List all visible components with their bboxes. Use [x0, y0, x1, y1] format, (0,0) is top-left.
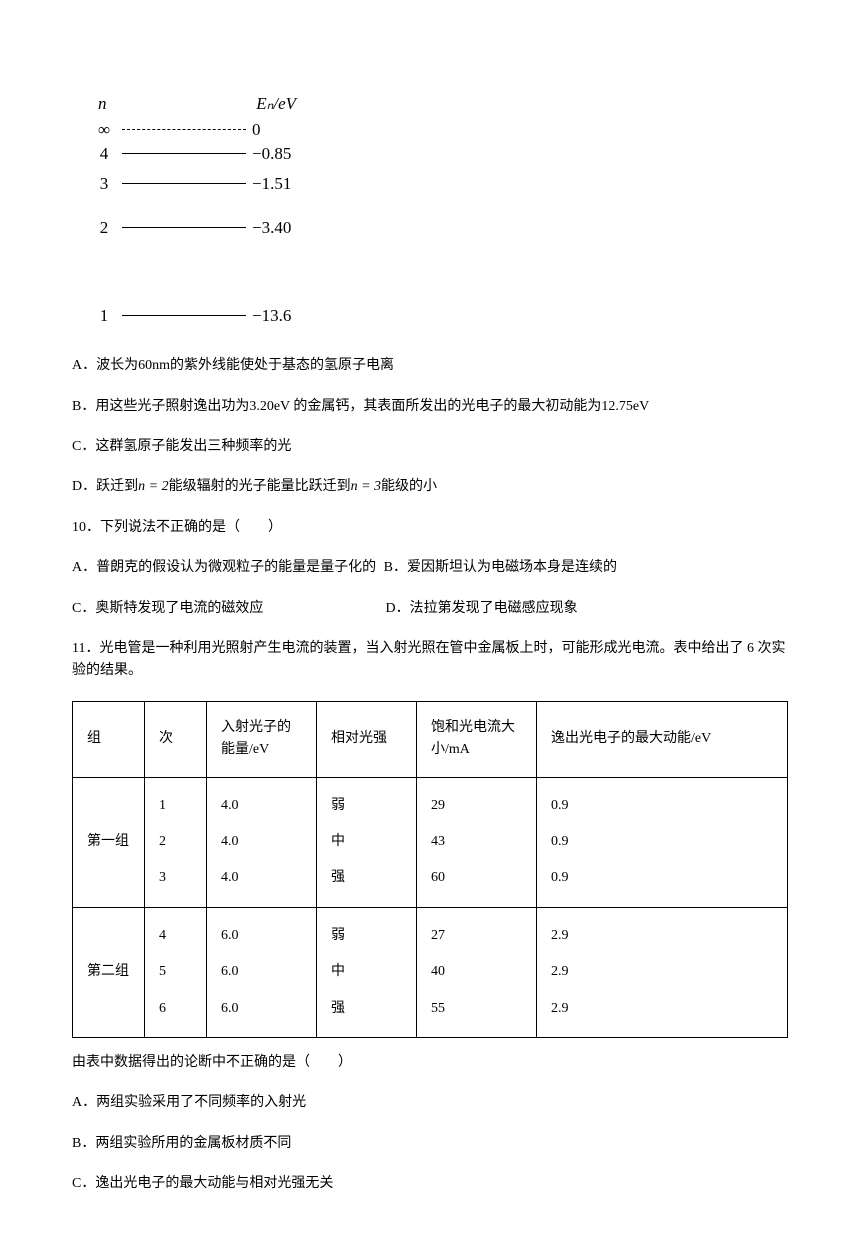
q10-option-c: C．奥斯特发现了电流的磁效应 — [72, 598, 382, 620]
table-header-row: 组 次 入射光子的能量/eV 相对光强 饱和光电流大小/mA 逸出光电子的最大动… — [73, 701, 788, 777]
td-group1: 第一组 — [73, 777, 145, 907]
q10-stem: 10．下列说法不正确的是（ ） — [72, 517, 788, 539]
table-row: 第二组 456 6.06.06.0 弱中强 274055 2.92.92.9 — [73, 907, 788, 1037]
td-kinetic: 0.90.90.9 — [537, 777, 788, 907]
level-row: 4 −0.85 — [92, 143, 302, 163]
level-row: 1 −13.6 — [92, 305, 302, 325]
level-line — [122, 153, 246, 154]
td-current: 294360 — [417, 777, 537, 907]
th-intensity: 相对光强 — [317, 701, 417, 777]
q11-stem: 11．光电管是一种利用光照射产生电流的装置，当入射光照在管中金属板上时，可能形成… — [72, 638, 788, 683]
level-line — [122, 129, 246, 130]
diagram-e-label: Eₙ/eV — [256, 90, 302, 117]
level-e: −3.40 — [252, 214, 302, 241]
th-current: 饱和光电流大小/mA — [417, 701, 537, 777]
td-intensity: 弱中强 — [317, 777, 417, 907]
td-intensity: 弱中强 — [317, 907, 417, 1037]
td-energy: 4.04.04.0 — [207, 777, 317, 907]
q11-option-a: A．两组实验采用了不同频率的入射光 — [72, 1092, 788, 1114]
level-row: 3 −1.51 — [92, 173, 302, 193]
th-group: 组 — [73, 701, 145, 777]
td-kinetic: 2.92.92.9 — [537, 907, 788, 1037]
q11-option-b: B．两组实验所用的金属板材质不同 — [72, 1133, 788, 1155]
table-row: 第一组 123 4.04.04.0 弱中强 294360 0.90.90.9 — [73, 777, 788, 907]
td-energy: 6.06.06.0 — [207, 907, 317, 1037]
option-b: B．用这些光子照射逸出功为3.20eV 的金属钙，其表面所发出的光电子的最大初动… — [72, 396, 788, 418]
level-row: 2 −3.40 — [92, 217, 302, 237]
page-content: n Eₙ/eV ∞ 0 4 −0.85 3 −1.51 2 −3.40 1 −1… — [0, 0, 860, 1254]
level-e: −13.6 — [252, 302, 302, 329]
level-e: −0.85 — [252, 140, 302, 167]
q10-option-b: B．爱因斯坦认为电磁场本身是连续的 — [384, 560, 617, 575]
level-row: ∞ 0 — [92, 119, 302, 139]
option-c: C．这群氢原子能发出三种频率的光 — [72, 436, 788, 458]
q11-option-c: C．逸出光电子的最大动能与相对光强无关 — [72, 1173, 788, 1195]
level-line — [122, 183, 246, 184]
level-n: 1 — [92, 302, 116, 329]
q10-option-a: A．普朗克的假设认为微观粒子的能量是量子化的 — [72, 560, 376, 575]
option-d: D．跃迁到n = 2能级辐射的光子能量比跃迁到n = 3能级的小 — [72, 476, 788, 498]
diagram-n-label: n — [92, 90, 107, 117]
level-n: 4 — [92, 140, 116, 167]
th-kinetic: 逸出光电子的最大动能/eV — [537, 701, 788, 777]
experiment-table: 组 次 入射光子的能量/eV 相对光强 饱和光电流大小/mA 逸出光电子的最大动… — [72, 701, 788, 1038]
energy-level-diagram: n Eₙ/eV ∞ 0 4 −0.85 3 −1.51 2 −3.40 1 −1… — [92, 90, 302, 325]
td-current: 274055 — [417, 907, 537, 1037]
level-line — [122, 315, 246, 316]
level-n: 2 — [92, 214, 116, 241]
q10-row1: A．普朗克的假设认为微观粒子的能量是量子化的 B．爱因斯坦认为电磁场本身是连续的 — [72, 557, 788, 579]
level-e: −1.51 — [252, 170, 302, 197]
th-trial: 次 — [145, 701, 207, 777]
level-line — [122, 227, 246, 228]
option-a: A．波长为60nm的紫外线能使处于基态的氢原子电离 — [72, 355, 788, 377]
th-energy: 入射光子的能量/eV — [207, 701, 317, 777]
td-trials: 123 — [145, 777, 207, 907]
q10-option-d: D．法拉第发现了电磁感应现象 — [386, 601, 578, 616]
td-trials: 456 — [145, 907, 207, 1037]
q10-row2: C．奥斯特发现了电流的磁效应 D．法拉第发现了电磁感应现象 — [72, 598, 788, 620]
level-n: 3 — [92, 170, 116, 197]
td-group2: 第二组 — [73, 907, 145, 1037]
q11-post: 由表中数据得出的论断中不正确的是（ ） — [72, 1052, 788, 1074]
